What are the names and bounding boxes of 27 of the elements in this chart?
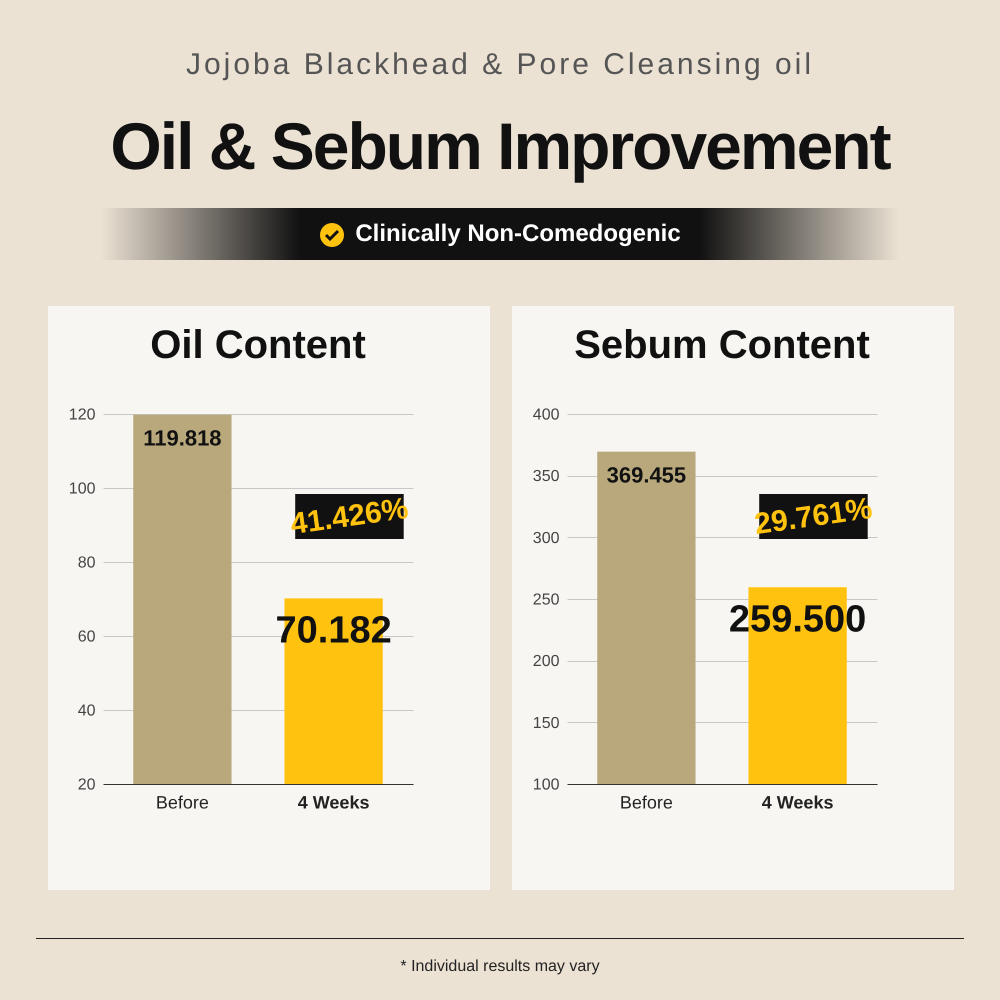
text: * Individual results may vary — [399, 958, 601, 976]
x-tick-label: Before — [620, 792, 673, 812]
text: Oil & Sebum Improvement — [109, 108, 892, 184]
data-label: 369.455 — [606, 462, 686, 488]
y-tick-label: 150 — [532, 714, 560, 732]
y-tick-label: 20 — [78, 776, 96, 794]
y-tick-label: 300 — [532, 530, 560, 547]
chart-title: Sebum Content — [574, 323, 870, 367]
chart-title: Oil Content — [150, 323, 366, 367]
text: Clinically Non-Comedogenic — [355, 220, 681, 247]
x-tick-label: 4 Weeks — [298, 792, 370, 812]
annotation: 29.761% — [752, 492, 874, 542]
y-tick-label: 60 — [78, 628, 96, 646]
data-label: 119.818 — [143, 426, 222, 451]
text: Jojoba Blackhead & Pore Cleansing oil — [185, 48, 815, 82]
x-tick-label: 4 Weeks — [762, 792, 834, 812]
y-tick-label: 350 — [532, 468, 560, 486]
y-tick-label: 100 — [68, 480, 96, 498]
y-tick-label: 400 — [532, 406, 560, 424]
y-tick-label: 100 — [532, 776, 560, 794]
y-tick-label: 80 — [78, 554, 96, 572]
y-tick-label: 200 — [532, 653, 560, 670]
y-tick-label: 40 — [78, 702, 96, 720]
x-tick-label: Before — [156, 792, 209, 812]
y-tick-label: 120 — [68, 406, 96, 424]
y-tick-label: 250 — [532, 592, 560, 608]
annotation: 41.426% — [288, 492, 410, 542]
